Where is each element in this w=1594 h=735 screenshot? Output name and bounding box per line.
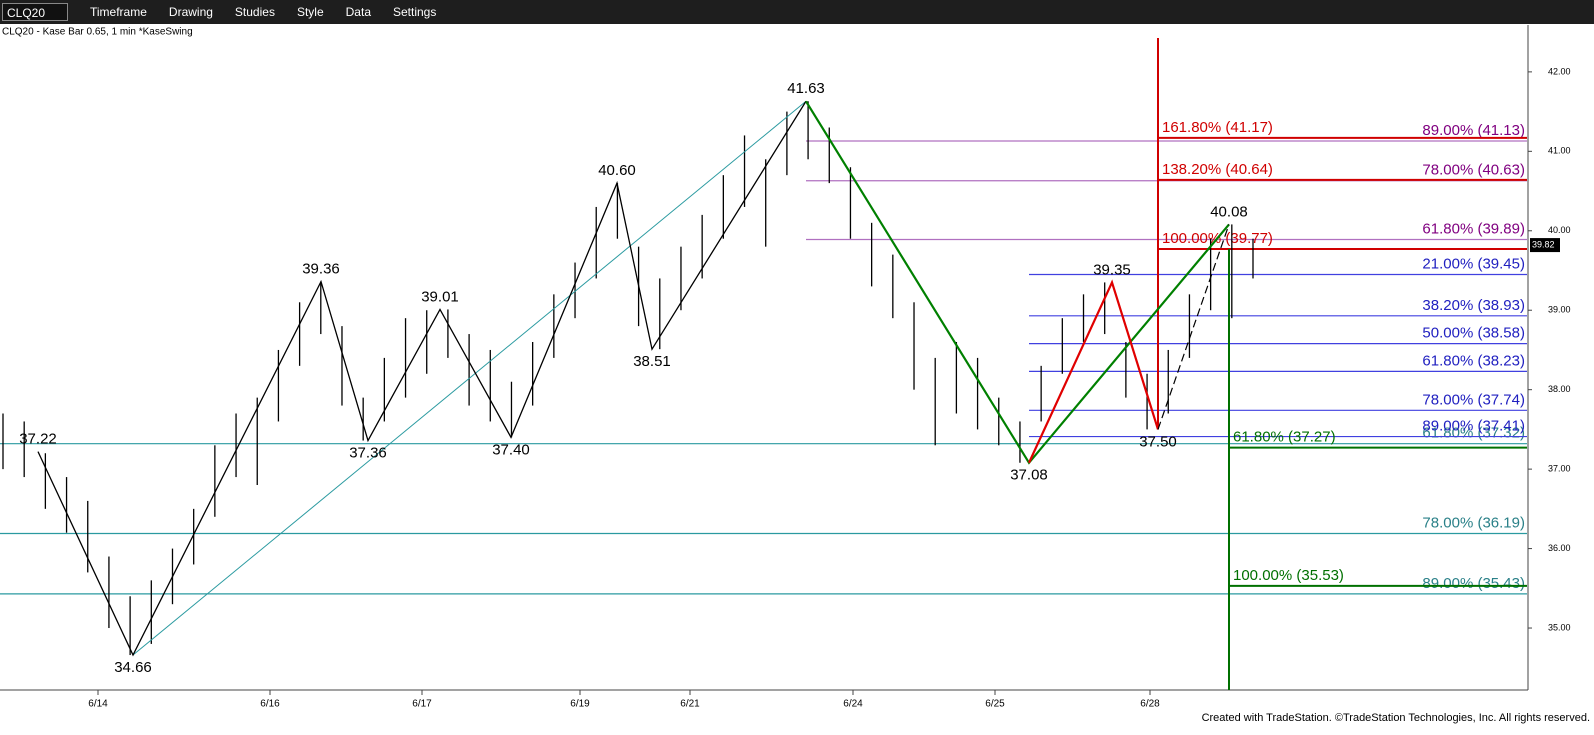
y-tick-label: 36.00 (1548, 543, 1571, 553)
fib-label: 38.20% (38.93) (1422, 297, 1525, 314)
swing-label: 40.08 (1210, 203, 1248, 220)
chart: CLQ20 - Kase Bar 0.65, 1 min *KaseSwing … (0, 25, 1590, 724)
fib-label: 50.00% (38.58) (1422, 325, 1525, 342)
last-price-label: 39.82 (1532, 239, 1555, 249)
menu-item[interactable]: Timeframe (90, 5, 147, 19)
menus: Timeframe Drawing Studies Style Data Settings (68, 5, 436, 19)
swing-line (1157, 224, 1230, 430)
swing-line (1028, 279, 1160, 464)
toolbar: CLQ20 Timeframe Drawing Studies Style Data Se… (0, 0, 1594, 24)
swing-label: 38.51 (633, 353, 671, 370)
fib-label: 89.00% (37.41) (1422, 418, 1525, 435)
menu-item[interactable]: Style (296, 5, 324, 19)
swing-label: 37.36 (349, 444, 387, 461)
x-tick-label: 6/25 (985, 699, 1005, 710)
last-price-box (1530, 238, 1560, 253)
y-tick-label: 39.00 (1548, 305, 1571, 315)
swing-label: 37.50 (1139, 433, 1177, 450)
footer: Created with TradeStation. ©TradeStation… (1202, 712, 1590, 724)
fib-label: 61.80% (38.23) (1422, 352, 1525, 369)
symbol-box[interactable]: CLQ20 (2, 3, 68, 21)
swing-label: 37.40 (492, 441, 530, 458)
swing-label: 37.22 (19, 431, 57, 448)
x-tick-label: 6/14 (88, 699, 108, 710)
menu-item[interactable]: Data (345, 5, 371, 19)
fib-label: 78.00% (37.74) (1422, 391, 1525, 408)
fib-label: 138.20% (40.64) (1162, 161, 1273, 178)
swing-label: 39.36 (302, 261, 340, 278)
fib-label: 61.80% (37.32) (1422, 425, 1525, 442)
swing-label: 34.66 (114, 659, 152, 676)
y-tick-label: 38.00 (1548, 384, 1571, 394)
x-tick-label: 6/19 (570, 699, 590, 710)
fib-label: 78.00% (40.63) (1422, 162, 1525, 179)
menu-item[interactable]: Studies (234, 5, 275, 19)
menu-item[interactable]: Drawing (168, 5, 213, 19)
swing-line (37, 100, 807, 657)
fib-label: 161.80% (41.17) (1162, 119, 1273, 136)
swing-label: 39.01 (421, 288, 459, 305)
y-tick-label: 42.00 (1548, 66, 1571, 76)
swing-label: 37.08 (1010, 467, 1048, 484)
swing-line (805, 100, 1230, 465)
fib-label: 78.00% (36.19) (1422, 514, 1525, 531)
y-tick-label: 41.00 (1548, 146, 1571, 156)
x-tick-label: 6/28 (1140, 699, 1160, 710)
fib-label: 89.00% (35.43) (1422, 575, 1525, 592)
fib-label: 61.80% (39.89) (1422, 220, 1525, 237)
y-tick-label: 40.00 (1548, 225, 1571, 235)
x-tick-label: 6/21 (680, 699, 700, 710)
fib-label: 61.80% (37.27) (1233, 429, 1336, 446)
swing-label: 41.63 (787, 80, 825, 97)
y-tick-label: 37.00 (1548, 464, 1571, 474)
subtitle: CLQ20 - Kase Bar 0.65, 1 min *KaseSwing (2, 27, 193, 38)
fib-label: 100.00% (35.53) (1233, 567, 1344, 584)
menu-item[interactable]: Settings (393, 5, 437, 19)
y-tick-label: 35.00 (1548, 622, 1571, 632)
fib-label: 89.00% (41.13) (1422, 122, 1525, 139)
x-tick-label: 6/17 (412, 699, 432, 710)
x-tick-label: 6/16 (260, 699, 280, 710)
fib-label: 21.00% (39.45) (1422, 255, 1525, 272)
swing-line (132, 100, 807, 656)
swing-label: 40.60 (598, 162, 636, 179)
swing-label: 39.35 (1093, 261, 1131, 278)
x-tick-label: 6/24 (843, 699, 863, 710)
